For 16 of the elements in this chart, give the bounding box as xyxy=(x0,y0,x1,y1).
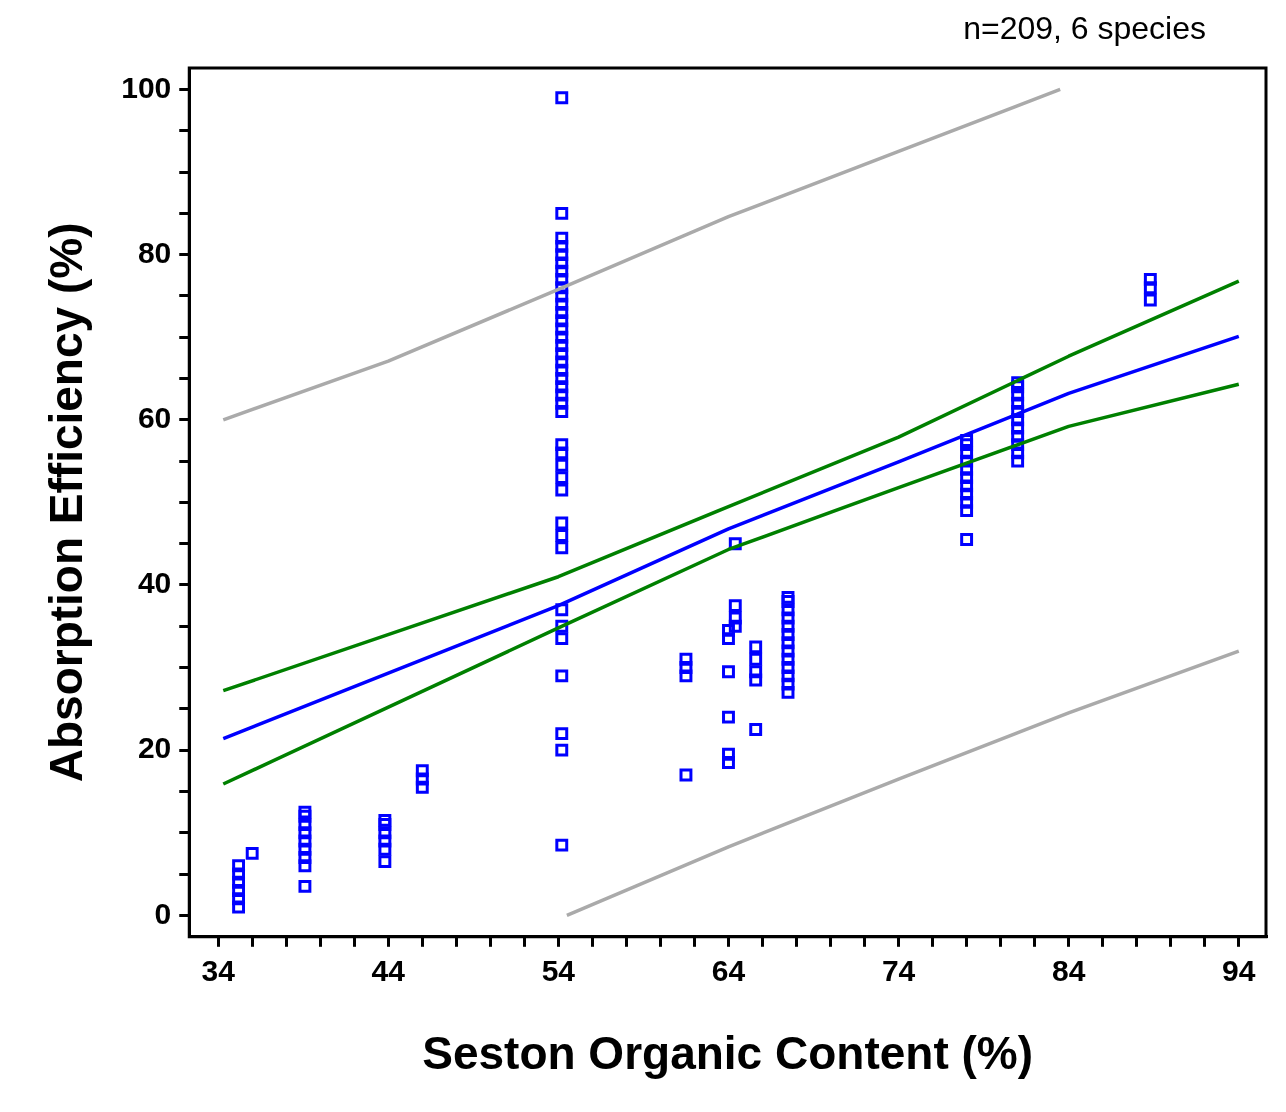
x-tick-label: 94 xyxy=(1222,954,1256,988)
x-tick-label: 44 xyxy=(371,954,406,988)
y-tick-label: 0 xyxy=(154,896,172,930)
x-tick-label: 54 xyxy=(541,954,576,988)
x-tick-label: 34 xyxy=(201,954,236,988)
x-tick-label: 74 xyxy=(881,954,916,988)
x-tick-label: 84 xyxy=(1051,954,1086,988)
y-tick-label: 80 xyxy=(137,235,172,269)
x-axis-title: Seston Organic Content (%) xyxy=(422,1027,1034,1080)
y-tick-label: 100 xyxy=(121,70,172,104)
y-axis-title: Absorption Efficiency (%) xyxy=(40,222,93,783)
x-tick-label: 64 xyxy=(711,954,746,988)
text: n=209, 6 species xyxy=(963,9,1206,46)
y-tick-label: 40 xyxy=(137,566,172,600)
y-tick-label: 60 xyxy=(137,401,172,435)
y-tick-label: 20 xyxy=(137,731,172,765)
